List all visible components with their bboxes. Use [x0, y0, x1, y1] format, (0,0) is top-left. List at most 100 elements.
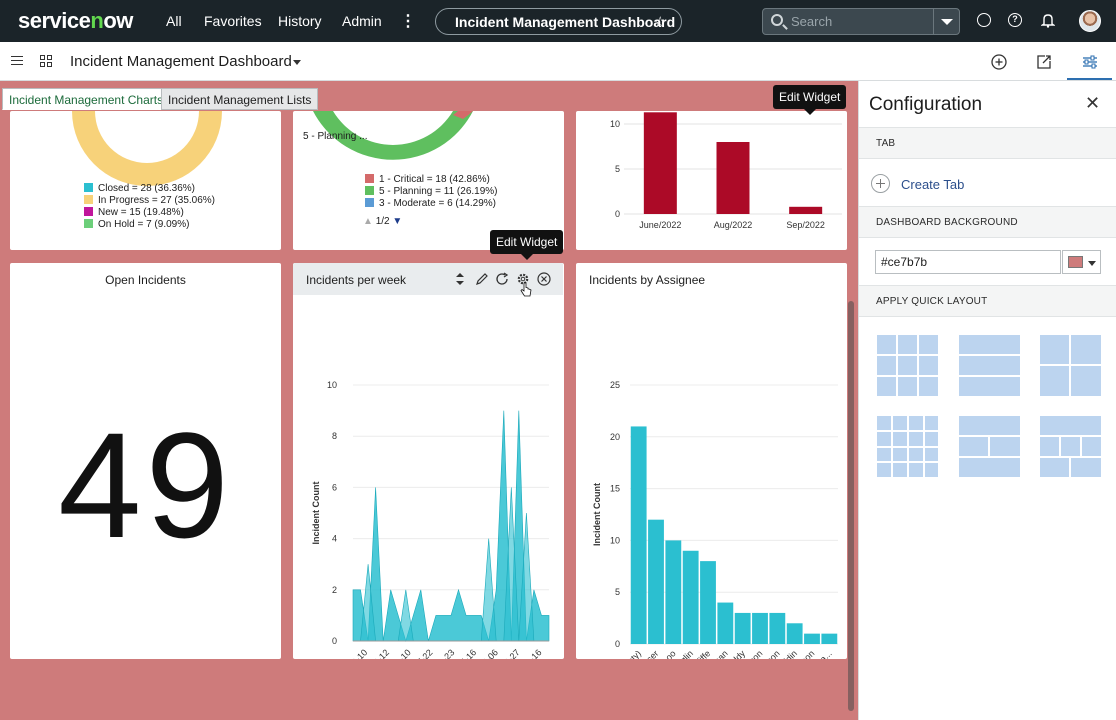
background-color-input[interactable]: #ce7b7b: [875, 250, 1061, 274]
x-tick-label: Aug/2022: [714, 220, 753, 230]
edit-pencil-icon[interactable]: [475, 272, 489, 286]
legend-label: 3 - Moderate = 6 (14.29%): [379, 198, 497, 209]
pager-prev-icon: ▲: [363, 216, 373, 227]
y-tick-label: 5: [615, 587, 620, 597]
widget-priority-donut[interactable]: 5 - Planning ... 1 - Critical = 18 (42.8…: [293, 111, 564, 250]
legend-item[interactable]: 1 - Critical = 18 (42.86%): [365, 174, 490, 185]
layout-option-6[interactable]: [1040, 416, 1101, 477]
bell-icon[interactable]: [1041, 13, 1055, 28]
legend-swatch: [84, 219, 93, 228]
bar: [769, 612, 786, 644]
help-icon[interactable]: ?: [1008, 13, 1022, 27]
legend-label: On Hold = 7 (9.09%): [98, 219, 190, 230]
add-circle-icon[interactable]: [991, 54, 1007, 70]
layout-option-3[interactable]: [1040, 335, 1101, 396]
layout-option-4[interactable]: [877, 416, 938, 477]
bar: [821, 633, 838, 644]
cursor-hand-icon: [520, 282, 532, 297]
y-tick-label: 5: [615, 164, 620, 174]
widget-state-donut[interactable]: Closed = 28 (36.36%) In Progress = 27 (3…: [10, 111, 281, 250]
y-tick-label: 8: [332, 431, 337, 441]
section-quick-layout-header: APPLY QUICK LAYOUT: [859, 285, 1116, 317]
widget-header-bar: [293, 263, 563, 295]
avatar[interactable]: [1079, 10, 1101, 32]
donut-slice-critical: [453, 111, 473, 119]
y-tick-label: 10: [610, 535, 620, 545]
widget-incidents-by-assignee[interactable]: Incidents by Assignee 0 5 10 15 20 25 Incident…: [576, 263, 847, 659]
search-icon: [771, 14, 783, 26]
layout-option-1[interactable]: [877, 335, 938, 396]
bar: [643, 112, 677, 214]
sliders-icon[interactable]: [1082, 54, 1098, 70]
bar: [648, 519, 664, 644]
y-tick-label: 10: [327, 380, 337, 390]
gear-icon[interactable]: [516, 272, 530, 286]
open-incidents-count[interactable]: 49: [58, 401, 233, 569]
tab-incident-management-charts[interactable]: Incident Management Charts: [2, 88, 171, 110]
share-icon[interactable]: [1036, 54, 1052, 70]
pager-count: 1/2: [375, 216, 390, 227]
section-tab-header: TAB: [859, 127, 1116, 159]
active-toolbar-indicator: [1067, 78, 1112, 80]
favorite-star-icon[interactable]: ☆: [653, 14, 667, 31]
widget-open-incidents[interactable]: Open Incidents 49: [10, 263, 281, 659]
dashboard-canvas: Closed = 28 (36.36%) In Progress = 27 (3…: [0, 81, 858, 720]
dashboard-toolbar: Incident Management Dashboard: [0, 42, 1116, 81]
close-icon[interactable]: ✕: [1085, 93, 1101, 113]
legend-label: Closed = 28 (36.36%): [98, 183, 196, 194]
bar: [786, 623, 803, 644]
legend-swatch: [365, 198, 374, 207]
global-search[interactable]: Search: [762, 8, 960, 35]
pager-next-icon: ▼: [392, 216, 403, 227]
legend-item[interactable]: 3 - Moderate = 6 (14.29%): [365, 198, 496, 209]
search-placeholder: Search: [791, 14, 833, 29]
globe-icon[interactable]: [977, 13, 991, 27]
close-circle-icon[interactable]: [537, 272, 551, 286]
dashboard-grid-icon[interactable]: [40, 55, 53, 68]
x-tick-label: 2015-08-10: [330, 647, 370, 659]
search-scope-dropdown[interactable]: [933, 9, 959, 34]
nav-admin[interactable]: Admin: [342, 13, 382, 29]
bar: [630, 426, 647, 644]
y-tick-label: 20: [610, 432, 620, 442]
nav-favorites[interactable]: Favorites: [204, 13, 262, 29]
y-tick-label: 0: [615, 639, 620, 649]
section-background-header: DASHBOARD BACKGROUND: [859, 206, 1116, 238]
color-swatch: [1068, 256, 1083, 268]
y-tick-label: 0: [332, 636, 337, 646]
dashboard-title-pill-label: Incident Management Dashboard: [455, 14, 676, 30]
nav-history[interactable]: History: [278, 13, 322, 29]
refresh-icon[interactable]: [495, 272, 509, 286]
widget-title: Open Incidents: [105, 273, 186, 287]
more-menu-icon[interactable]: ⋮: [400, 13, 416, 30]
tab-incident-management-lists[interactable]: Incident Management Lists: [161, 88, 319, 110]
legend-item[interactable]: In Progress = 27 (35.06%): [84, 195, 215, 206]
legend-item[interactable]: 5 - Planning = 11 (26.19%): [365, 186, 498, 197]
background-color-picker[interactable]: [1062, 250, 1101, 274]
legend-swatch: [84, 183, 93, 192]
nav-all[interactable]: All: [166, 13, 182, 29]
bar: [752, 612, 768, 644]
legend-swatch: [84, 195, 93, 204]
bar: [789, 206, 823, 214]
widget-incidents-per-week[interactable]: Incidents per week 0 2 4 6 8 10 Incident Count…: [293, 263, 564, 659]
x-tick-label: Sep/2022: [786, 220, 825, 230]
hamburger-menu-icon[interactable]: [11, 56, 23, 65]
dashboard-title: Incident Management Dashboard: [70, 53, 292, 70]
y-tick-label: 4: [332, 534, 337, 544]
legend-item[interactable]: New = 15 (19.48%): [84, 207, 184, 218]
legend-item[interactable]: On Hold = 7 (9.09%): [84, 219, 189, 230]
sort-icon[interactable]: [454, 272, 466, 286]
canvas-scrollbar[interactable]: [848, 301, 854, 711]
legend-swatch: [84, 207, 93, 216]
layout-option-5[interactable]: [959, 416, 1020, 477]
x-tick-label: June/2022: [639, 220, 681, 230]
legend-pager[interactable]: ▲ 1/2 ▼: [363, 216, 402, 227]
dashboard-title-pill[interactable]: Incident Management Dashboard ☆: [435, 8, 682, 35]
legend-item[interactable]: Closed = 28 (36.36%): [84, 183, 195, 194]
y-tick-label: 15: [610, 484, 620, 494]
dashboard-switch-chevron-down-icon[interactable]: [293, 60, 301, 65]
layout-option-2[interactable]: [959, 335, 1020, 396]
servicenow-logo[interactable]: servicenow: [18, 8, 133, 33]
widget-monthly-bar[interactable]: 0 5 10 June/2022 Aug/2022 Sep/2022: [576, 111, 847, 250]
